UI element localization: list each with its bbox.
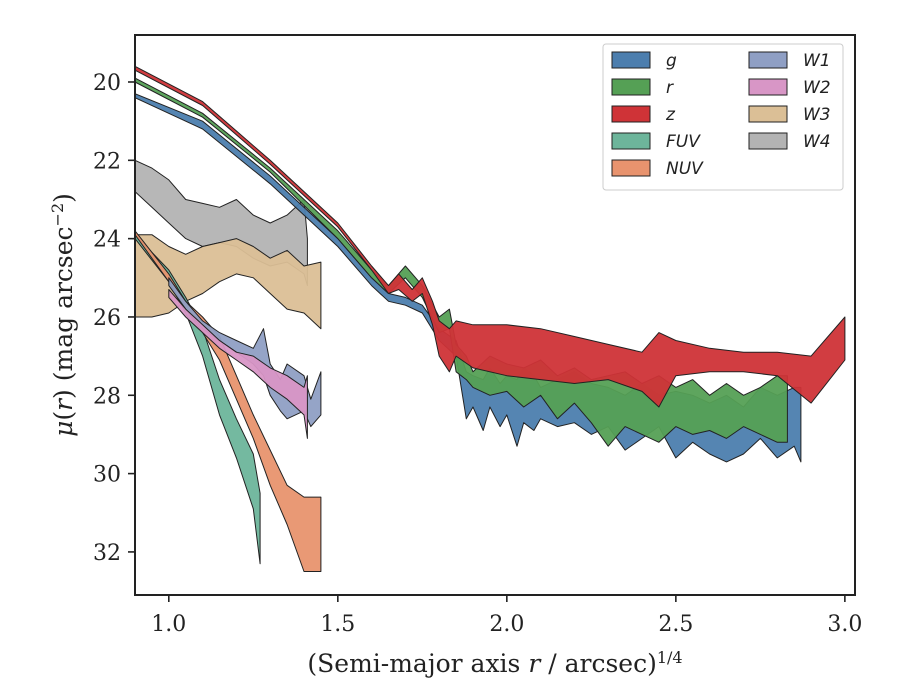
band-W2 [168, 289, 308, 439]
y-tick-label: 22 [93, 149, 121, 174]
legend-label-W1: W1 [803, 51, 831, 71]
y-tick-label: 20 [93, 71, 121, 96]
legend-swatch-FUV [611, 132, 651, 150]
legend-swatch-W4 [748, 132, 788, 150]
legend-swatch-NUV [611, 159, 651, 177]
legend-swatch-W3 [748, 105, 788, 123]
legend-label-FUV: FUV [666, 132, 701, 152]
legend-label-z: z [665, 105, 676, 125]
legend-swatch-z [611, 105, 651, 123]
plot-frame [134, 34, 856, 596]
legend-label-g: g [666, 51, 677, 71]
legend-swatch-r [611, 78, 651, 96]
legend-label-NUV: NUV [666, 159, 704, 179]
series-layer [135, 65, 846, 572]
legend-swatch-g [611, 51, 651, 69]
legend-swatch-W2 [748, 78, 788, 96]
legend-label-W3: W3 [803, 105, 831, 125]
x-tick-label: 3.0 [827, 612, 862, 637]
y-tick-label: 26 [93, 306, 121, 331]
x-axis-title: (Semi-major axis r / arcsec)1/4 [307, 648, 682, 679]
legend-label-W4: W4 [803, 132, 831, 152]
legend-label-r: r [666, 78, 674, 98]
x-axis-ticks: 1.0 1.5 2.0 2.5 3.0 [151, 595, 862, 637]
x-tick-label: 2.5 [658, 612, 693, 637]
x-tick-label: 2.0 [489, 612, 524, 637]
y-tick-label: 32 [93, 541, 121, 566]
legend-swatch-W1 [748, 51, 788, 69]
y-tick-label: 30 [93, 463, 121, 488]
y-axis-ticks: 20 22 24 26 28 30 32 [93, 71, 135, 566]
x-tick-label: 1.5 [320, 612, 355, 637]
x-tick-label: 1.0 [151, 612, 186, 637]
legend-label-W2: W2 [803, 78, 831, 98]
y-tick-label: 24 [93, 228, 121, 253]
band-z [135, 65, 846, 408]
y-axis-title: μ(r) (mag arcsec−2) [48, 193, 79, 437]
y-tick-label: 28 [93, 384, 121, 409]
legend: grz FUV NUV W1 W2 W3 W4 [602, 43, 844, 191]
